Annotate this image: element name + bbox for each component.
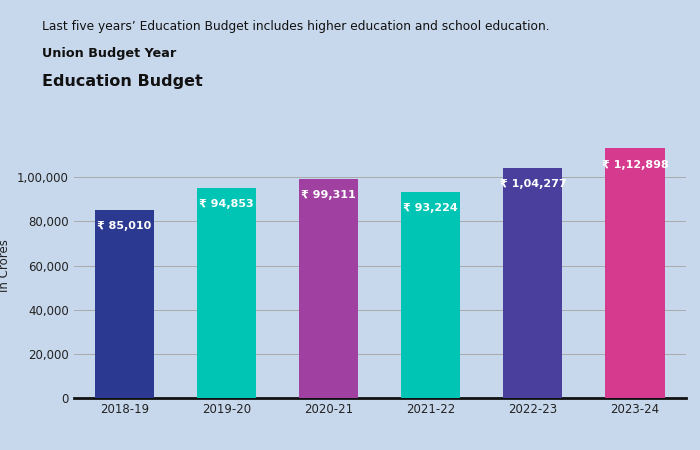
Text: ₹ 1,04,277: ₹ 1,04,277 [500, 179, 566, 189]
Text: Education Budget: Education Budget [42, 74, 203, 89]
Bar [95, 210, 154, 398]
Text: Union Budget Year: Union Budget Year [42, 47, 176, 60]
Bar [299, 179, 358, 398]
Bar [197, 189, 256, 398]
Text: ₹ 85,010: ₹ 85,010 [97, 221, 152, 231]
Text: ₹ 93,224: ₹ 93,224 [403, 203, 459, 213]
Bar [503, 167, 563, 398]
Y-axis label: In Crores: In Crores [0, 239, 11, 292]
Bar [606, 148, 664, 398]
Bar [401, 192, 461, 398]
Text: ₹ 94,853: ₹ 94,853 [199, 199, 254, 209]
Text: ₹ 99,311: ₹ 99,311 [301, 189, 356, 200]
Text: Last five years’ Education Budget includes higher education and school education: Last five years’ Education Budget includ… [42, 20, 550, 33]
Text: ₹ 1,12,898: ₹ 1,12,898 [601, 160, 668, 170]
